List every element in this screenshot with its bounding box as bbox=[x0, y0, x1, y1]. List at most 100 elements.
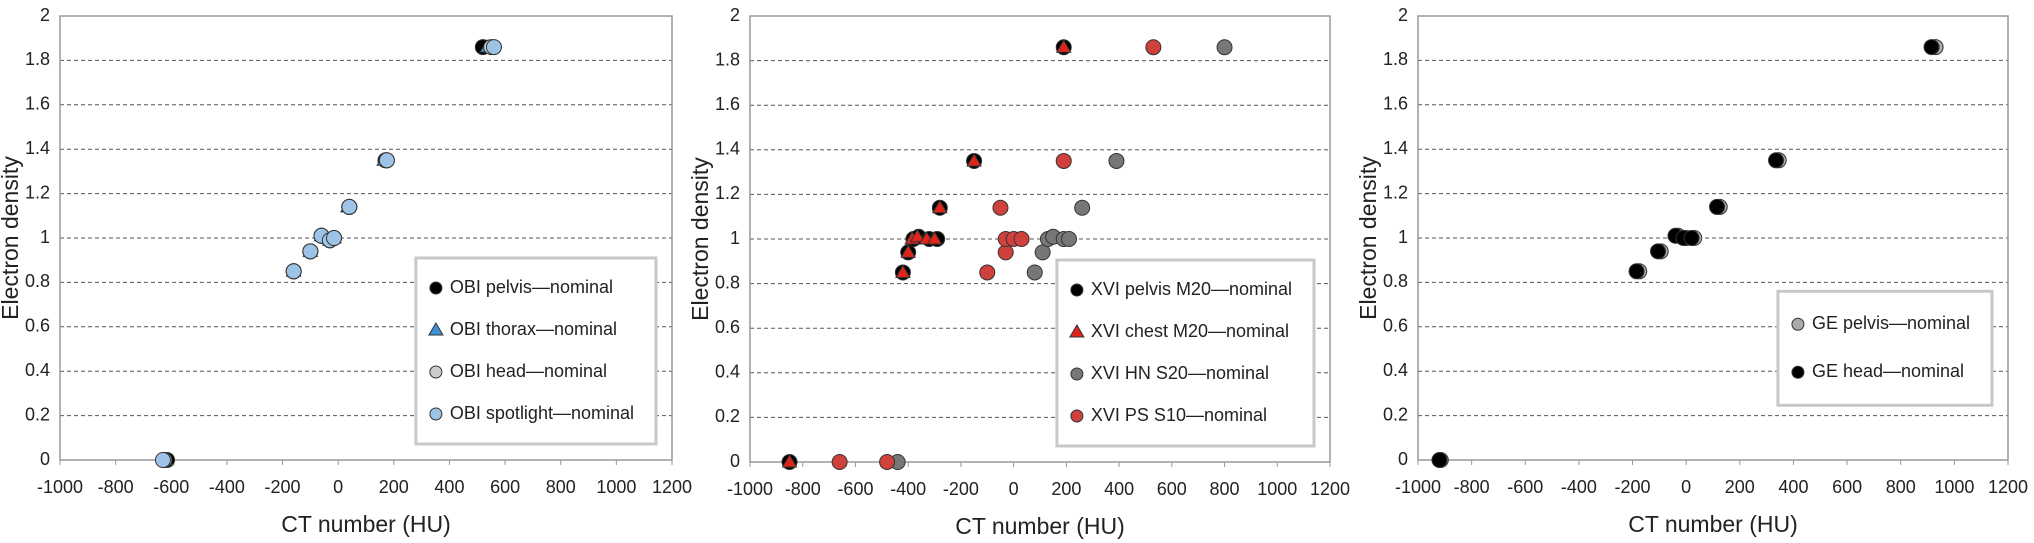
x-tick-label: 1000 bbox=[1934, 477, 1974, 497]
data-point bbox=[1061, 231, 1077, 247]
x-tick-label: 800 bbox=[1886, 477, 1916, 497]
data-point bbox=[285, 263, 302, 280]
y-tick-label: 0.8 bbox=[715, 272, 740, 292]
legend-marker bbox=[429, 365, 443, 379]
x-tick-label: 1000 bbox=[1257, 479, 1297, 499]
x-tick-label: 400 bbox=[1778, 477, 1808, 497]
data-point bbox=[992, 199, 1009, 216]
data-point bbox=[1216, 39, 1233, 56]
x-tick-label: 0 bbox=[333, 477, 343, 497]
x-tick-label: -1000 bbox=[1395, 477, 1441, 497]
panel: 0 0.2 0.4 0.6 0.8 1 1.2 1.4 1.6 1.8 2 -1000 -800 -600… bbox=[687, 5, 1350, 539]
data-point bbox=[1709, 198, 1726, 215]
data-point bbox=[302, 243, 319, 260]
legend-marker bbox=[1791, 365, 1805, 379]
y-axis-title: Electron density bbox=[0, 156, 23, 320]
x-tick-label: -600 bbox=[837, 479, 873, 499]
legend: OBI pelvis—nominal OBI thorax—nominal OBI … bbox=[414, 256, 658, 446]
x-tick-label: 1200 bbox=[1310, 479, 1350, 499]
legend-label: OBI thorax—nominal bbox=[450, 319, 617, 339]
data-point bbox=[966, 152, 982, 167]
x-tick-label: -400 bbox=[1561, 477, 1597, 497]
y-tick-label: 2 bbox=[1398, 5, 1408, 25]
data-point bbox=[931, 199, 948, 214]
data-point bbox=[485, 39, 502, 56]
y-tick-label: 0.6 bbox=[1383, 316, 1408, 336]
x-tick-label: 1200 bbox=[1988, 477, 2028, 497]
y-tick-label: 0.2 bbox=[25, 404, 50, 424]
y-tick-label: 1 bbox=[730, 228, 740, 248]
x-axis-title: CT number (HU) bbox=[955, 513, 1125, 539]
y-tick-label: 1.8 bbox=[25, 49, 50, 69]
data-point bbox=[326, 230, 343, 246]
y-tick-label: 1.2 bbox=[1383, 182, 1408, 202]
x-tick-label: 800 bbox=[1210, 479, 1240, 499]
x-tick-label: 600 bbox=[1157, 479, 1187, 499]
data-point bbox=[781, 454, 798, 468]
data-point bbox=[1013, 231, 1030, 247]
x-tick-label: -1000 bbox=[37, 477, 83, 497]
legend-box bbox=[1776, 289, 1994, 407]
y-tick-label: 1.4 bbox=[1383, 138, 1408, 158]
legend-label: GE pelvis—nominal bbox=[1812, 313, 1970, 333]
x-tick-label: 0 bbox=[1681, 477, 1691, 497]
data-point bbox=[900, 244, 917, 258]
y-tick-label: 1 bbox=[40, 227, 50, 247]
x-axis-title: CT number (HU) bbox=[281, 511, 451, 537]
y-tick-label: 1.6 bbox=[25, 94, 50, 114]
legend-marker bbox=[428, 322, 444, 336]
data-point bbox=[1431, 452, 1448, 468]
legend-label: XVI chest M20—nominal bbox=[1091, 321, 1289, 341]
legend-label: OBI head—nominal bbox=[450, 361, 607, 381]
x-tick-label: -800 bbox=[98, 477, 134, 497]
y-tick-label: 1.4 bbox=[715, 139, 740, 159]
legend-marker bbox=[429, 281, 443, 295]
x-tick-label: 400 bbox=[1104, 479, 1134, 499]
y-tick-label: 0 bbox=[40, 449, 50, 469]
x-tick-label: 0 bbox=[1009, 479, 1019, 499]
y-tick-label: 1.8 bbox=[715, 49, 740, 69]
data-point bbox=[1628, 263, 1645, 280]
y-tick-label: 1.2 bbox=[25, 182, 50, 202]
legend-box bbox=[1055, 258, 1316, 448]
y-tick-label: 0.2 bbox=[1383, 404, 1408, 424]
x-tick-label: 600 bbox=[490, 477, 520, 497]
panel: 0 0.2 0.4 0.6 0.8 1 1.2 1.4 1.6 1.8 2 -1000 -800 -600… bbox=[1355, 5, 2028, 537]
legend-label: XVI PS S10—nominal bbox=[1091, 405, 1267, 425]
data-point bbox=[926, 231, 943, 245]
y-tick-label: 0.4 bbox=[25, 360, 50, 380]
legend: XVI pelvis M20—nominal XVI chest M20—nomi… bbox=[1055, 258, 1316, 448]
data-point bbox=[909, 228, 926, 243]
y-tick-label: 0.8 bbox=[1383, 271, 1408, 291]
data-point bbox=[1074, 199, 1091, 216]
y-tick-label: 1.2 bbox=[715, 183, 740, 203]
data-point bbox=[895, 264, 911, 278]
data-point bbox=[879, 454, 896, 470]
y-tick-label: 0.4 bbox=[715, 362, 740, 382]
y-tick-label: 0.6 bbox=[25, 316, 50, 336]
legend-marker bbox=[1070, 283, 1084, 297]
data-point bbox=[831, 454, 848, 470]
x-tick-label: 1200 bbox=[652, 477, 692, 497]
legend-label: OBI pelvis—nominal bbox=[450, 277, 613, 297]
data-point bbox=[979, 264, 996, 281]
legend-marker bbox=[1791, 317, 1805, 331]
data-point bbox=[378, 152, 395, 169]
plot-frame bbox=[1417, 15, 2009, 461]
data-point bbox=[1055, 152, 1072, 169]
x-tick-label: -400 bbox=[890, 479, 926, 499]
y-axis-title: Electron density bbox=[687, 157, 713, 321]
plot-frame bbox=[749, 15, 1331, 463]
x-tick-label: -800 bbox=[1454, 477, 1490, 497]
data-point bbox=[1145, 39, 1162, 56]
x-axis-title: CT number (HU) bbox=[1628, 511, 1798, 537]
legend-label: GE head—nominal bbox=[1812, 361, 1964, 381]
x-tick-label: -600 bbox=[1507, 477, 1543, 497]
y-tick-label: 0.6 bbox=[715, 317, 740, 337]
y-tick-label: 0.8 bbox=[25, 271, 50, 291]
y-axis-title: Electron density bbox=[1355, 156, 1381, 320]
legend: GE pelvis—nominal GE head—nominal bbox=[1776, 289, 1994, 407]
x-tick-label: -1000 bbox=[727, 479, 773, 499]
x-tick-label: -200 bbox=[943, 479, 979, 499]
